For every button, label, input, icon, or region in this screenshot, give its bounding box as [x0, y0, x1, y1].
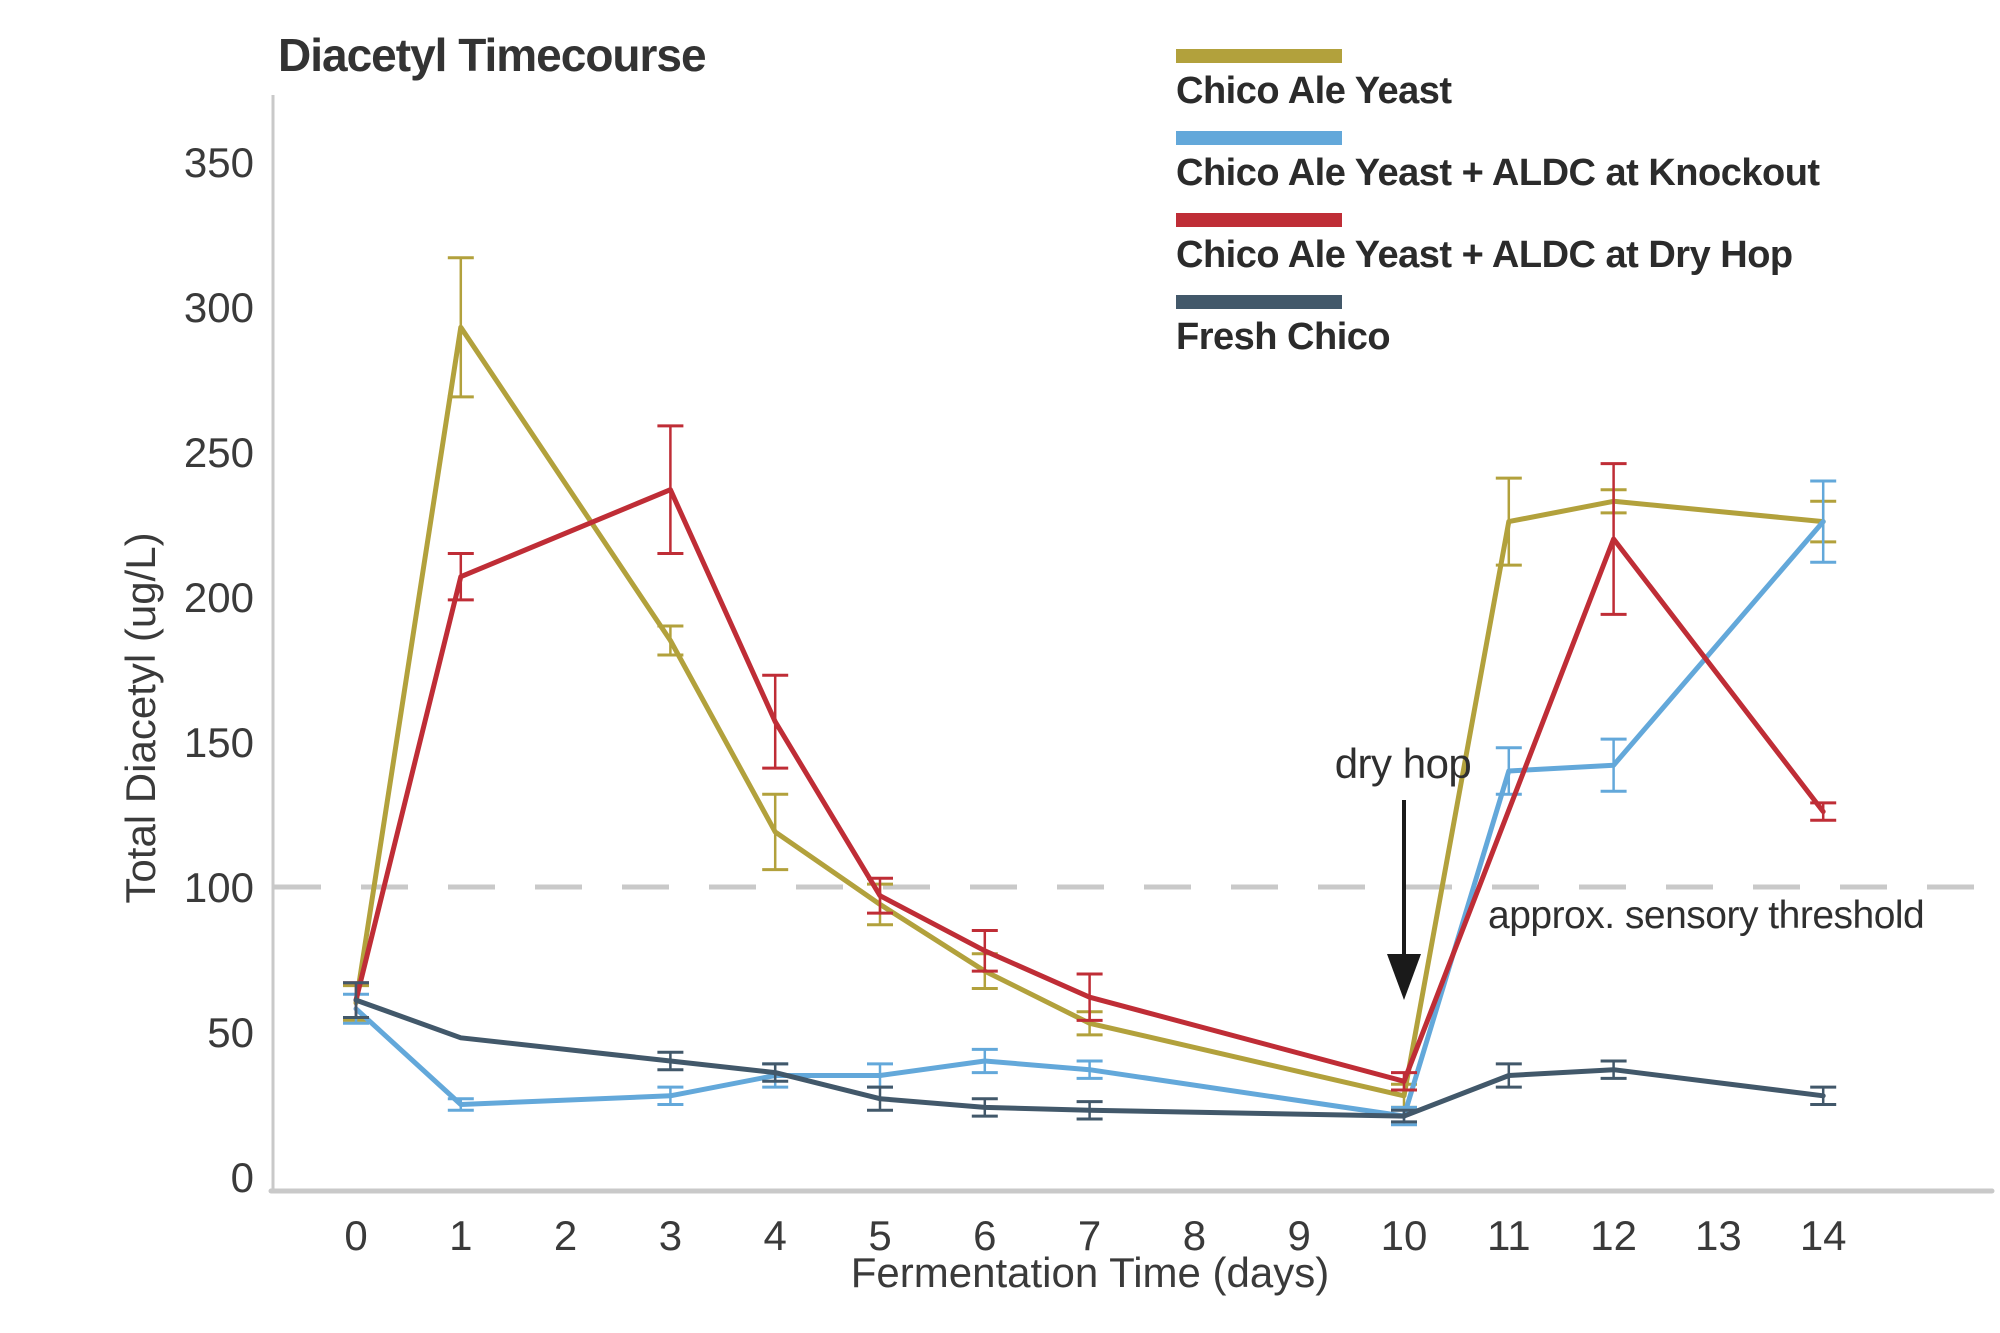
x-tick-label: 1	[449, 1212, 472, 1259]
series-line	[353, 997, 1826, 1119]
dry-hop-arrow-head	[1387, 954, 1421, 1000]
legend-swatch-aldc-knockout	[1176, 131, 1342, 145]
x-tick-labels: 0 1 2 3 4 5 6 7 8 9 10 11 12 13 14	[344, 1212, 1846, 1259]
legend-item: Fresh Chico	[1176, 295, 1820, 359]
legend-label: Chico Ale Yeast + ALDC at Knockout	[1176, 152, 1820, 194]
legend-swatch-aldc-dryhop	[1176, 213, 1342, 227]
x-axis-title: Fermentation Time (days)	[851, 1249, 1330, 1296]
y-tick-label: 250	[184, 429, 254, 476]
page-title: Diacetyl Timecourse	[278, 29, 707, 81]
legend-label: Chico Ale Yeast + ALDC at Dry Hop	[1176, 234, 1793, 276]
x-tick-label: 8	[1183, 1212, 1206, 1259]
legend-label: Fresh Chico	[1176, 316, 1391, 358]
x-tick-label: 2	[554, 1212, 577, 1259]
legend-swatch-fresh-chico	[1176, 295, 1342, 309]
y-tick-label: 350	[184, 139, 254, 186]
y-tick-label: 0	[231, 1154, 254, 1201]
x-tick-label: 7	[1078, 1212, 1101, 1259]
y-tick-label: 150	[184, 719, 254, 766]
series-line	[353, 519, 1826, 1119]
y-axis-title: Total Diacetyl (ug/L)	[117, 532, 164, 903]
series-1	[343, 479, 1837, 1127]
x-tick-label: 13	[1695, 1212, 1742, 1259]
y-tick-label: 100	[184, 864, 254, 911]
x-tick-label: 4	[764, 1212, 787, 1259]
y-tick-label: 200	[184, 574, 254, 621]
sensory-threshold-annotation: approx. sensory threshold	[1488, 894, 1925, 937]
y-tick-label: 300	[184, 284, 254, 331]
series-2	[343, 424, 1837, 1092]
x-tick-label: 9	[1288, 1212, 1311, 1259]
x-tick-label: 3	[659, 1212, 682, 1259]
y-tick-label: 50	[207, 1009, 254, 1056]
x-tick-label: 0	[344, 1212, 367, 1259]
y-tick-labels: 0 50 100 150 200 250 300 350	[184, 139, 254, 1201]
x-tick-label: 6	[973, 1212, 996, 1259]
legend: Chico Ale Yeast Chico Ale Yeast + ALDC a…	[1176, 49, 1820, 377]
x-tick-label: 10	[1381, 1212, 1428, 1259]
x-tick-label: 14	[1800, 1212, 1847, 1259]
legend-item: Chico Ale Yeast + ALDC at Knockout	[1176, 131, 1820, 195]
legend-label: Chico Ale Yeast	[1176, 70, 1452, 112]
legend-swatch-chico-ale-yeast	[1176, 49, 1342, 63]
x-tick-label: 5	[868, 1212, 891, 1259]
series-3	[343, 981, 1837, 1124]
x-tick-label: 11	[1487, 1212, 1531, 1259]
legend-item: Chico Ale Yeast + ALDC at Dry Hop	[1176, 213, 1820, 277]
dry-hop-annotation: dry hop	[1334, 740, 1472, 787]
x-tick-label: 12	[1590, 1212, 1637, 1259]
series-line	[353, 487, 1826, 1084]
legend-item: Chico Ale Yeast	[1176, 49, 1820, 113]
